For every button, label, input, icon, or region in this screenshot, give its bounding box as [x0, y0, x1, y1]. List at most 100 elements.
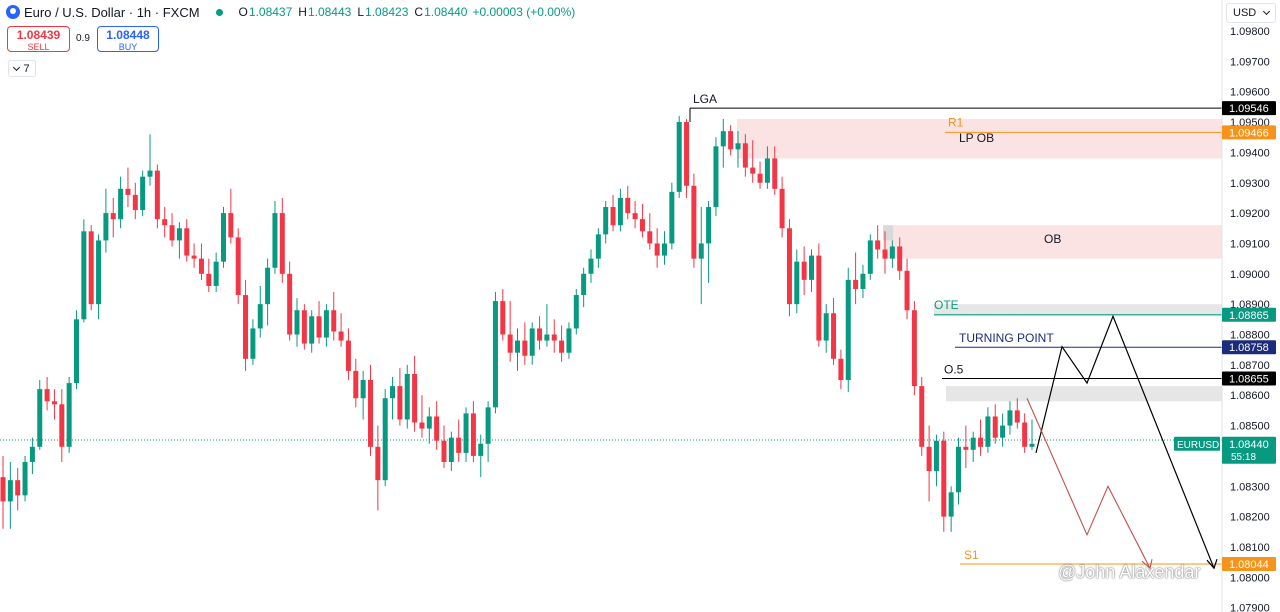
symbol-title[interactable]: Euro / U.S. Dollar · 1h · FXCM	[24, 4, 200, 20]
candle-body	[154, 170, 160, 220]
projection-path-alt	[1026, 398, 1151, 569]
candle-body	[397, 386, 403, 420]
price-tag-bg	[1222, 101, 1276, 116]
candle-body	[463, 413, 469, 453]
price-tag-label: 1.09466	[1229, 127, 1269, 139]
candle-body	[742, 143, 748, 168]
price-tag-bg	[1222, 340, 1276, 355]
y-tick-label: 1.08700	[1230, 360, 1270, 372]
candle-body	[37, 389, 43, 447]
candle-body	[368, 380, 373, 447]
sell-price: 1.08439	[16, 28, 61, 42]
author-watermark: @John Alaxendar	[1058, 562, 1201, 582]
candle-body	[316, 316, 322, 338]
candle-body	[59, 404, 65, 447]
candle-body	[176, 228, 182, 241]
price-tag-bg	[1222, 556, 1276, 571]
candle-body	[676, 122, 682, 192]
close-value: 1.08440	[424, 5, 468, 19]
candle-body	[632, 213, 638, 220]
candle-body	[603, 207, 609, 235]
level-label: LGA	[693, 92, 717, 106]
candle-body	[441, 440, 447, 462]
levels-layer: LGA R1 OTE TURNING POINT O.5 S1	[689, 92, 1222, 565]
candle-body	[294, 310, 300, 335]
candle-body	[353, 370, 359, 399]
candle-body	[507, 334, 513, 353]
price-axis[interactable]: 1.098001.097001.096001.095001.094001.093…	[1221, 0, 1270, 612]
low-key: L	[357, 5, 365, 19]
y-tick-label: 1.08300	[1230, 481, 1270, 493]
high-key: H	[298, 5, 307, 19]
candle-body	[1000, 425, 1006, 438]
candle-body	[867, 240, 873, 274]
buy-button[interactable]: 1.08448 BUY	[97, 26, 159, 52]
candle-body	[426, 416, 432, 429]
zone-unlabeled	[946, 386, 1222, 402]
y-tick-label: 1.08600	[1230, 390, 1270, 402]
candle-body	[684, 122, 690, 186]
candle-body	[434, 416, 440, 441]
candle-body	[529, 328, 535, 356]
zones-layer: LP OB OB	[737, 119, 1222, 402]
candle-body	[772, 158, 778, 189]
y-tick-label: 1.08800	[1230, 330, 1270, 342]
candle-body	[88, 231, 94, 305]
candle-body	[963, 446, 969, 450]
arrow-head-icon	[1141, 559, 1153, 570]
candle-body	[250, 328, 256, 359]
candle-body	[779, 188, 785, 229]
open-key: O	[238, 5, 248, 19]
price-tag-label: 1.08865	[1229, 310, 1269, 322]
candle-body	[941, 440, 947, 517]
candle-body	[331, 310, 337, 332]
candle-body	[29, 446, 35, 462]
y-tick-label: 1.09300	[1230, 178, 1270, 190]
sell-button[interactable]: 1.08439 SELL	[7, 26, 70, 52]
candle-body	[51, 401, 57, 405]
candle-body	[74, 319, 79, 384]
indicators-count: 7	[23, 62, 30, 75]
candle-body	[647, 231, 653, 244]
y-tick-label: 1.07900	[1230, 603, 1270, 612]
candle-body	[96, 240, 102, 305]
candle-body	[522, 340, 528, 356]
candle-body	[110, 213, 116, 220]
symbol-header: Euro / U.S. Dollar · 1h · FXCM O 1.08437 …	[6, 3, 575, 21]
level-label: O.5	[944, 363, 964, 377]
candle-body	[213, 261, 219, 286]
candle-body	[889, 246, 895, 259]
currency-select[interactable]: USD	[1226, 3, 1276, 23]
y-tick-label: 1.08100	[1230, 542, 1270, 554]
candle-body	[617, 197, 623, 226]
candle-body	[978, 437, 984, 447]
indicators-toggle[interactable]: 7	[8, 60, 36, 77]
candle-body	[228, 213, 234, 238]
candle-body	[478, 443, 484, 456]
candle-body	[897, 246, 903, 271]
candle-body	[0, 477, 6, 502]
candle-body	[15, 480, 21, 496]
candle-body	[140, 176, 146, 211]
symbol-logo-icon	[6, 5, 20, 19]
candle-body	[125, 188, 131, 195]
y-tick-label: 1.09800	[1230, 26, 1270, 38]
last-price-label: 1.08440	[1229, 439, 1269, 451]
spread-value: 0.9	[76, 33, 90, 44]
candle-body	[926, 446, 932, 472]
change-value: +0.00003 (+0.00%)	[472, 5, 576, 19]
candle-body	[66, 383, 72, 447]
candle-body	[1007, 410, 1013, 426]
candle-body	[412, 373, 418, 423]
candle-body	[147, 170, 153, 177]
candle-body	[360, 380, 366, 399]
candle-body	[559, 340, 565, 353]
candle-body	[132, 194, 138, 211]
candle-body	[419, 422, 425, 429]
currency-label: USD	[1233, 7, 1257, 19]
candle-body	[382, 398, 388, 481]
candle-body	[588, 258, 594, 274]
price-tag-label: 1.08044	[1229, 559, 1269, 571]
candle-body	[1029, 443, 1035, 447]
